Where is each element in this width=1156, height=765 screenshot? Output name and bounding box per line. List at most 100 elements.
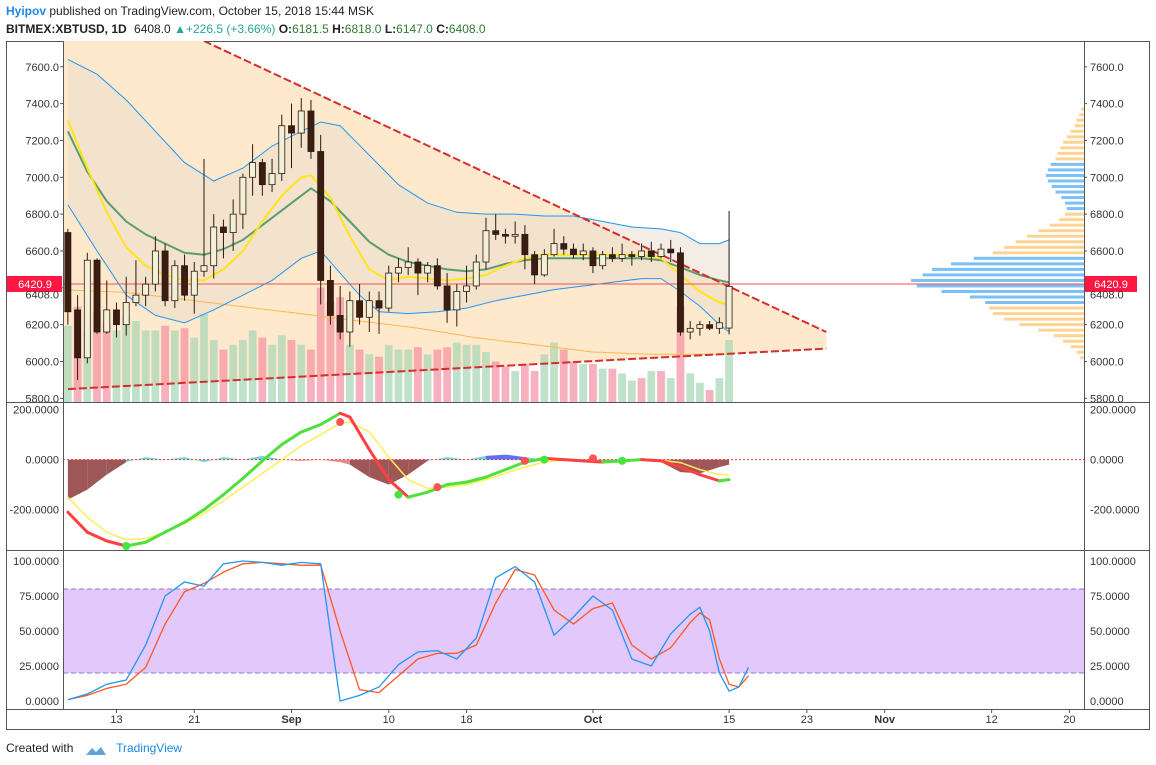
- volume-profile-bar: [1038, 328, 1084, 332]
- candle-body: [492, 230, 500, 235]
- volume-bar: [482, 351, 490, 402]
- volume-bar: [657, 371, 665, 402]
- volume-bar: [132, 320, 140, 402]
- tradingview-brand-link[interactable]: TradingView: [116, 741, 183, 755]
- candle-body: [424, 265, 432, 274]
- volume-bar: [647, 371, 656, 402]
- macd-histogram-segment: [203, 457, 224, 463]
- candle-body: [365, 300, 373, 318]
- volume-bar: [384, 344, 393, 402]
- macd-line-segment: [144, 530, 167, 544]
- volume-bar: [598, 368, 607, 402]
- candle-body: [346, 300, 354, 333]
- candle-body: [540, 254, 548, 276]
- volume-profile-bar: [1063, 339, 1084, 343]
- last-price-left: 6408.0: [25, 289, 59, 301]
- macd-histogram-segment: [349, 459, 370, 478]
- macd-line-segment: [348, 415, 371, 452]
- volume-bar: [569, 361, 578, 402]
- macd-cross-up-marker: [394, 490, 403, 499]
- volume-bar: [83, 330, 92, 402]
- volume-bar: [112, 330, 121, 402]
- volume-bar: [579, 363, 588, 402]
- price-tick-left: 7400.0: [25, 99, 59, 111]
- macd-tick-right: 0.0000: [1090, 455, 1124, 467]
- candle-body: [463, 285, 470, 292]
- candle-body: [706, 324, 714, 329]
- candle-body: [356, 300, 363, 318]
- price-tick-right: 5800.0: [1090, 393, 1124, 405]
- stoch-band-fill: [63, 589, 1084, 673]
- volume-profile-bar: [1076, 350, 1084, 354]
- candle-body: [161, 250, 169, 302]
- chart-canvas[interactable]: 5800.05800.06000.06000.06200.06200.06400…: [6, 41, 1150, 731]
- volume-bar: [666, 378, 675, 402]
- volume-profile-bar: [1061, 196, 1084, 200]
- volume-profile-bar: [989, 306, 1084, 310]
- volume-bar: [180, 328, 189, 402]
- stoch-tick-right: 75.0000: [1090, 591, 1130, 603]
- open-label: O:: [278, 22, 293, 36]
- price-change: +226.5 (+3.66%): [185, 22, 276, 36]
- stoch-d-line: [67, 561, 749, 701]
- candle-body: [317, 151, 325, 281]
- stoch-tick-right: 0.0000: [1090, 696, 1124, 708]
- candle-body: [443, 285, 451, 311]
- candle-body: [482, 230, 490, 263]
- volume-bar: [472, 344, 481, 402]
- macd-histogram-segment: [145, 457, 166, 460]
- candle-body: [151, 250, 159, 285]
- time-tick-label: 15: [723, 714, 735, 726]
- price-tick-left: 7600.0: [25, 62, 59, 74]
- candle-body: [220, 226, 227, 233]
- macd-cross-down-marker: [433, 483, 442, 492]
- volume-profile-bar: [1038, 229, 1084, 233]
- macd-tick-left: 200.0000: [13, 405, 59, 417]
- time-tick-label: 18: [460, 714, 472, 726]
- candle-body: [433, 265, 441, 287]
- candle-body: [579, 250, 587, 256]
- macd-line-segment: [66, 510, 89, 534]
- macd-histogram-segment: [369, 459, 389, 485]
- candle-body: [103, 309, 111, 333]
- macd-line-segment: [338, 411, 352, 419]
- stoch-tick-right: 25.0000: [1090, 661, 1130, 673]
- macd-histogram-segment: [242, 455, 263, 460]
- candle-body: [638, 250, 645, 257]
- stoch-pane: [63, 560, 1084, 702]
- volume-bar: [239, 340, 247, 402]
- candle-body: [560, 243, 568, 250]
- trend-line-lower: [67, 347, 827, 391]
- volume-bar: [287, 340, 296, 402]
- volume-profile-bar: [922, 273, 1084, 277]
- volume-bar: [229, 344, 238, 402]
- chart-frame[interactable]: 5800.05800.06000.06000.06200.06200.06400…: [6, 41, 1150, 736]
- volume-profile-bar: [1081, 107, 1084, 111]
- volume-bar: [725, 340, 733, 402]
- volume-profile-bar: [941, 289, 1084, 293]
- volume-bar: [190, 337, 199, 402]
- last-price: 6408.0: [134, 22, 171, 36]
- volume-bar: [122, 316, 131, 402]
- candle-body: [326, 280, 334, 316]
- close-label: C:: [436, 22, 449, 36]
- volume-profile-bar: [911, 278, 1084, 282]
- volume-bar: [423, 354, 432, 402]
- open-value: 6181.5: [292, 22, 329, 36]
- candle-body: [171, 265, 179, 302]
- macd-histogram-segment: [466, 455, 486, 460]
- candle-body: [414, 261, 422, 274]
- tradingview-logo-icon[interactable]: [85, 743, 107, 755]
- candle-body: [395, 267, 402, 274]
- candle-body: [375, 300, 383, 309]
- candle-body: [249, 162, 257, 178]
- volume-bar: [219, 349, 228, 402]
- candle-body: [472, 261, 480, 287]
- macd-histogram-segment: [524, 457, 545, 460]
- macd-tick-right: 200.0000: [1090, 405, 1136, 417]
- price-tick-right: 7200.0: [1090, 135, 1124, 147]
- time-tick-label: Oct: [584, 714, 603, 726]
- author-link[interactable]: Hyipov: [6, 4, 47, 18]
- ohlc-line: BITMEX:XBTUSD, 1D 6408.0 ▲+226.5 (+3.66%…: [6, 20, 1146, 38]
- time-tick-label: 20: [1063, 714, 1075, 726]
